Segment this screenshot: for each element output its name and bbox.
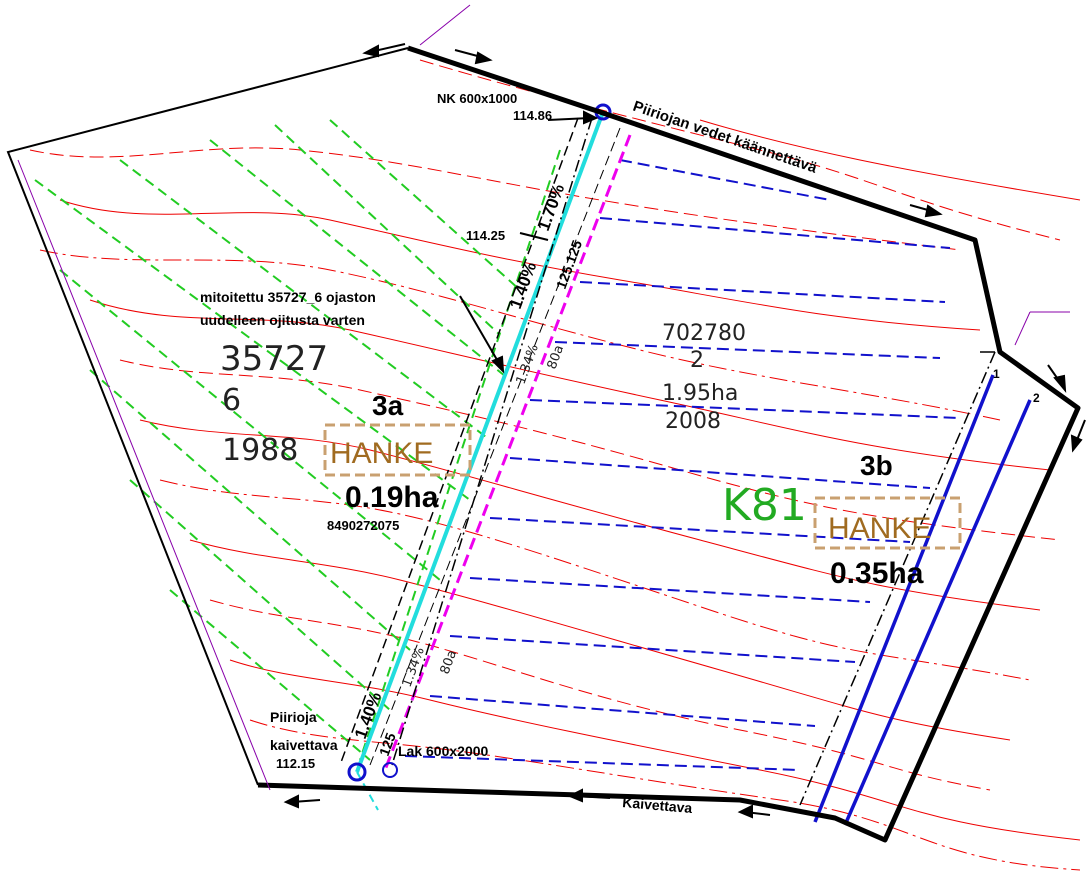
label: Piiriojan vedet käännettävä: [631, 98, 820, 177]
label: 3b: [860, 450, 893, 481]
label: 35727: [220, 339, 328, 379]
label: HANKE: [330, 437, 433, 470]
label: 1988: [222, 433, 298, 468]
label: 1.95ha: [662, 381, 738, 406]
right-ditches: [799, 351, 1032, 826]
flow-arrows: [283, 43, 1086, 819]
blue-laterals: [404, 159, 961, 771]
label: 1.34%: [400, 645, 428, 689]
label: 3a: [372, 390, 404, 421]
label: 2: [690, 348, 704, 373]
label: 1.40%: [506, 260, 540, 312]
label: 114.25: [466, 228, 505, 243]
main-ditch: [339, 103, 632, 811]
label: 8490272075: [327, 518, 399, 533]
label: Lak 600x2000: [398, 743, 489, 759]
label: 2008: [665, 409, 721, 434]
label: Piirioja: [270, 709, 317, 725]
label: 2: [1033, 391, 1040, 405]
label: Kaivettava: [622, 794, 693, 816]
label: 6: [222, 383, 241, 418]
green-dashed-ditches: [34, 119, 561, 761]
boundary: [6, 4, 1081, 843]
label: kaivettava: [270, 737, 338, 753]
label: 702780: [662, 321, 746, 346]
label: 80a: [438, 648, 460, 676]
label: HANKE: [828, 512, 931, 545]
label: mitoitettu 35727_6 ojaston: [200, 289, 376, 305]
contour-lines: [29, 59, 1081, 871]
label: NK 600x1000: [437, 91, 517, 106]
label: uudelleen ojitusta varten: [200, 312, 365, 328]
label: 125: [376, 730, 399, 758]
hanke-boxes: [323, 423, 962, 550]
label: 1: [993, 367, 1000, 381]
label: 0.19ha: [345, 481, 439, 514]
label: 1.34%: [514, 342, 542, 386]
label: 112.15: [276, 756, 315, 771]
label: K81: [722, 480, 807, 531]
label: 0.35ha: [830, 557, 924, 590]
label: 125.125: [553, 238, 585, 291]
label: 114.86: [513, 108, 552, 123]
